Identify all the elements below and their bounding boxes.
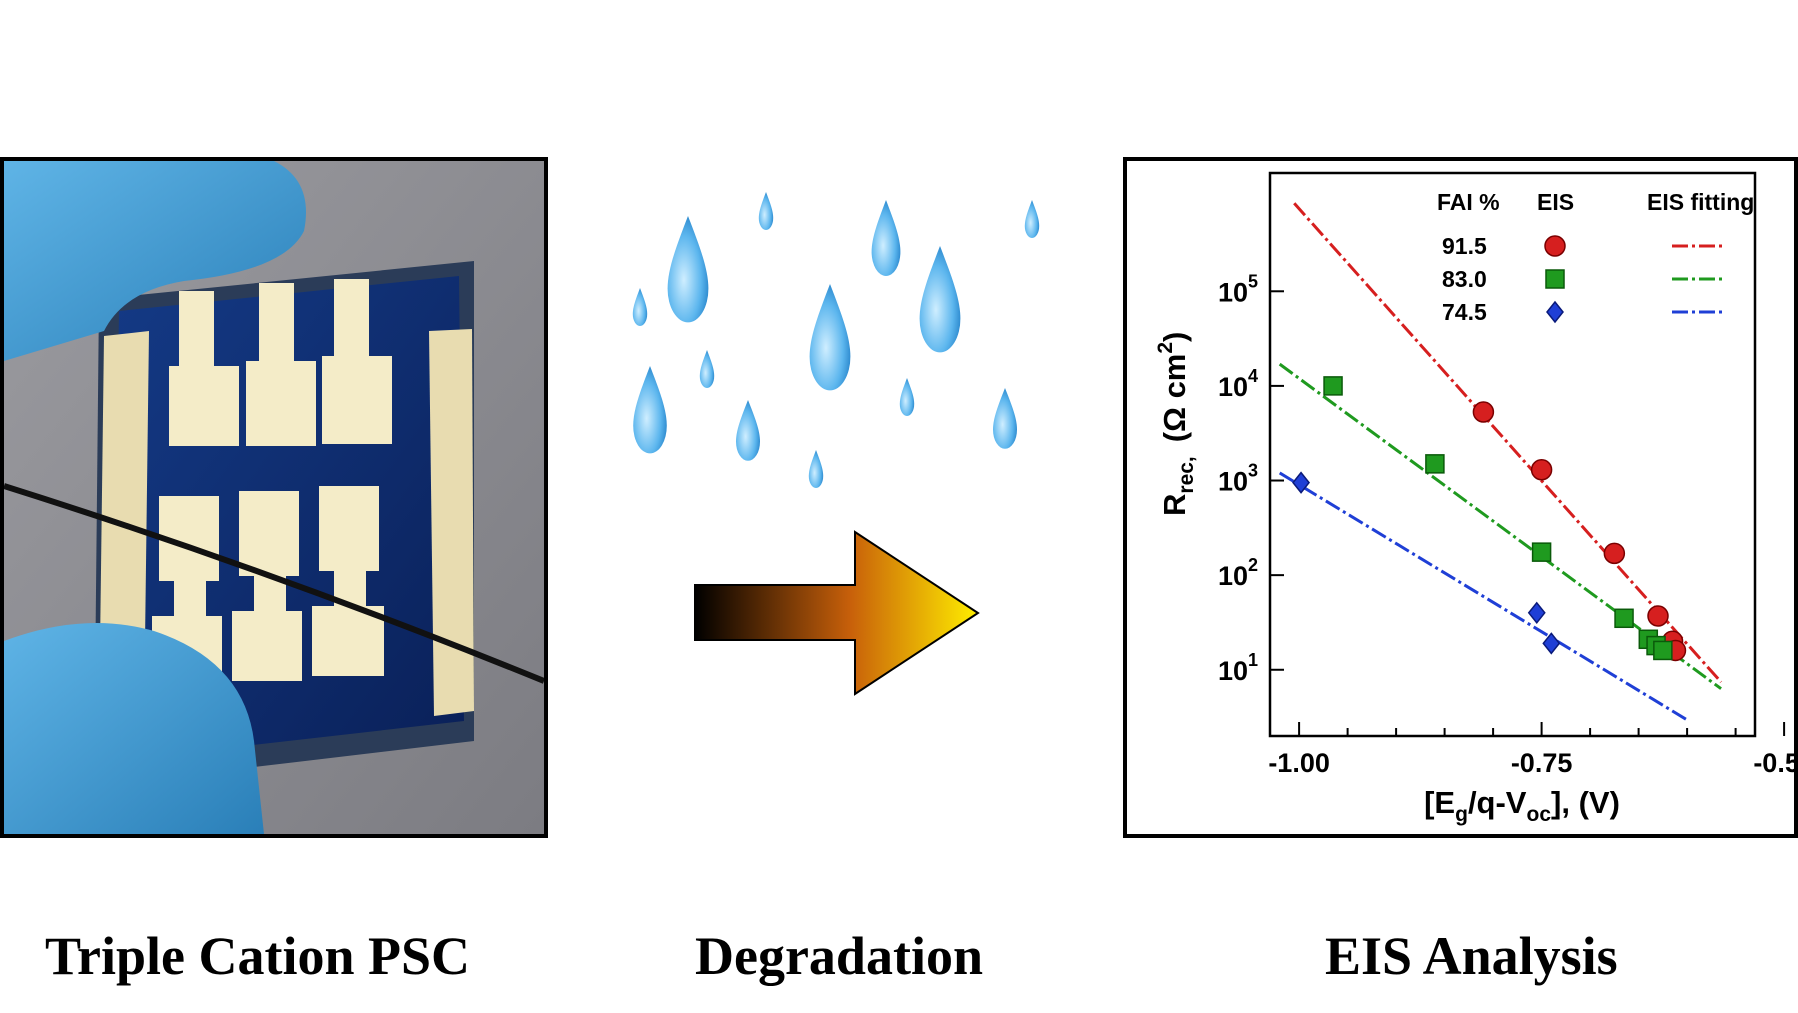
data-point-83-0: [1425, 454, 1445, 474]
legend-label: 83.0: [1442, 266, 1487, 292]
legend-header-eis: EIS: [1537, 189, 1574, 215]
water-drops: [632, 192, 1040, 488]
x-tick-label: -0.50: [1753, 748, 1794, 778]
degradation-illustration: [632, 192, 1040, 696]
water-drop-icon: [919, 246, 961, 353]
eis-chart: -1.00 -0.75 -0.50 101 102 103 104 105 FAI % EI…: [1154, 171, 1798, 826]
legend-marker: [1545, 269, 1565, 289]
legend: FAI % EIS EIS fitting 91.5 83.0 74.5: [1437, 189, 1754, 325]
water-drop-icon: [808, 450, 824, 488]
legend-label: 74.5: [1442, 299, 1487, 325]
water-drop-icon: [699, 350, 715, 388]
right-arrow-icon: [694, 530, 980, 696]
right-contact: [429, 329, 474, 716]
data-point-83-0: [1323, 376, 1343, 396]
x-tick-label: -1.00: [1268, 748, 1330, 778]
glove-bottom: [4, 623, 264, 834]
photo-illustration: [4, 161, 544, 834]
x-axis-label: [Eg/q-Voc], (V): [1424, 785, 1620, 826]
fit-line-74-5: [1278, 471, 1688, 722]
data-point-91-5: [1530, 458, 1553, 481]
water-drop-icon: [993, 388, 1017, 449]
y-tick-label: 101: [1218, 650, 1258, 686]
data-point-91-5: [1603, 542, 1626, 565]
water-drop-icon: [809, 284, 851, 391]
wire: [4, 483, 544, 684]
water-drop-icon: [899, 378, 915, 416]
fit-line-83-0: [1278, 362, 1722, 690]
data-point-83-0: [1653, 640, 1673, 661]
plot-frame: [1268, 171, 1757, 738]
data-point-74-5: [1542, 632, 1561, 655]
eis-chart-panel: -1.00 -0.75 -0.50 101 102 103 104 105 FAI % EI…: [1123, 157, 1798, 838]
x-tick-label: -0.75: [1511, 748, 1573, 778]
water-drop-icon: [667, 216, 709, 323]
fit-lines: [1278, 202, 1723, 722]
water-drop-icon: [632, 288, 648, 326]
data-point-74-5: [1527, 601, 1546, 624]
caption-degradation: Degradation: [695, 926, 983, 986]
fit-line-91-5: [1293, 202, 1723, 684]
glove-top: [4, 161, 306, 361]
data-point-74-5: [1292, 471, 1311, 494]
x-axis: -1.00 -0.75 -0.50: [1268, 722, 1798, 778]
water-drop-icon: [1024, 200, 1040, 238]
caption-eis-analysis: EIS Analysis: [1325, 926, 1618, 986]
y-tick-label: 103: [1218, 461, 1258, 497]
y-axis: 101 102 103 104 105: [1218, 271, 1284, 686]
legend-header-fai: FAI %: [1437, 189, 1500, 215]
data-point-83-0: [1531, 542, 1552, 562]
caption-triple-cation-psc: Triple Cation PSC: [45, 926, 471, 986]
water-drop-icon: [758, 192, 774, 230]
data-markers: [1292, 376, 1687, 662]
y-tick-label: 105: [1218, 271, 1258, 307]
perovskite-solar-cell-photo: [0, 157, 548, 838]
data-point-91-5: [1647, 605, 1669, 627]
data-point-91-5: [1472, 401, 1495, 423]
legend-marker: [1546, 300, 1564, 324]
legend-header-fit: EIS fitting: [1647, 189, 1754, 215]
y-tick-label: 102: [1218, 555, 1258, 591]
data-point-83-0: [1614, 608, 1634, 629]
legend-marker: [1544, 235, 1566, 257]
water-drop-icon: [871, 200, 901, 276]
water-drop-icon: [633, 366, 667, 454]
legend-label: 91.5: [1442, 233, 1487, 259]
water-drop-icon: [736, 400, 760, 461]
y-tick-label: 104: [1218, 366, 1258, 402]
top-electrodes: [169, 279, 392, 446]
y-axis-label: Rrec,(Ω cm2): [1154, 332, 1198, 516]
